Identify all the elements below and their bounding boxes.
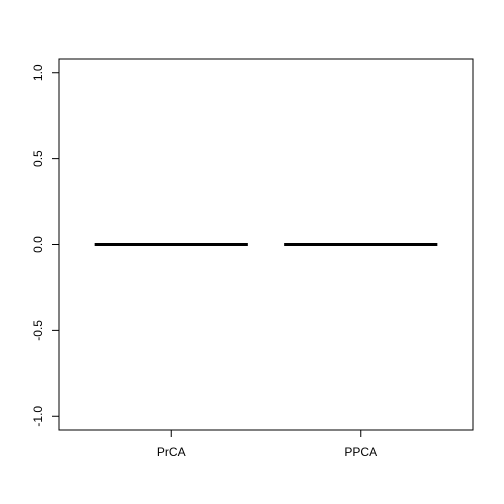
y-tick-label: -0.5 (31, 320, 45, 341)
x-axis: PrCA PPCA (157, 430, 377, 459)
x-tick-label: PPCA (344, 445, 377, 459)
y-tick-label: -1.0 (31, 406, 45, 427)
y-tick-label: 0.0 (31, 236, 45, 253)
x-tick-label: PrCA (157, 445, 186, 459)
y-axis: -1.0 -0.5 0.0 0.5 1.0 (31, 64, 60, 427)
y-tick-label: 0.5 (31, 150, 45, 167)
y-tick-label: 1.0 (31, 64, 45, 81)
